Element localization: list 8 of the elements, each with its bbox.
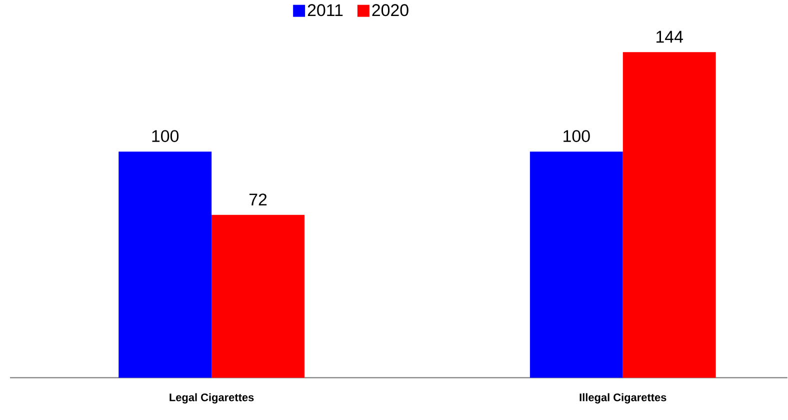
data-label: 144 xyxy=(656,31,683,43)
legend-label: 2011 xyxy=(308,4,343,16)
legend-label: 2020 xyxy=(372,4,408,16)
data-label: 100 xyxy=(564,130,590,142)
data-label: 100 xyxy=(152,130,179,142)
data-label: 72 xyxy=(249,194,267,206)
x-tick-label: Legal Cigarettes xyxy=(170,393,254,404)
x-tick-label: Illegal Cigarettes xyxy=(580,393,666,404)
